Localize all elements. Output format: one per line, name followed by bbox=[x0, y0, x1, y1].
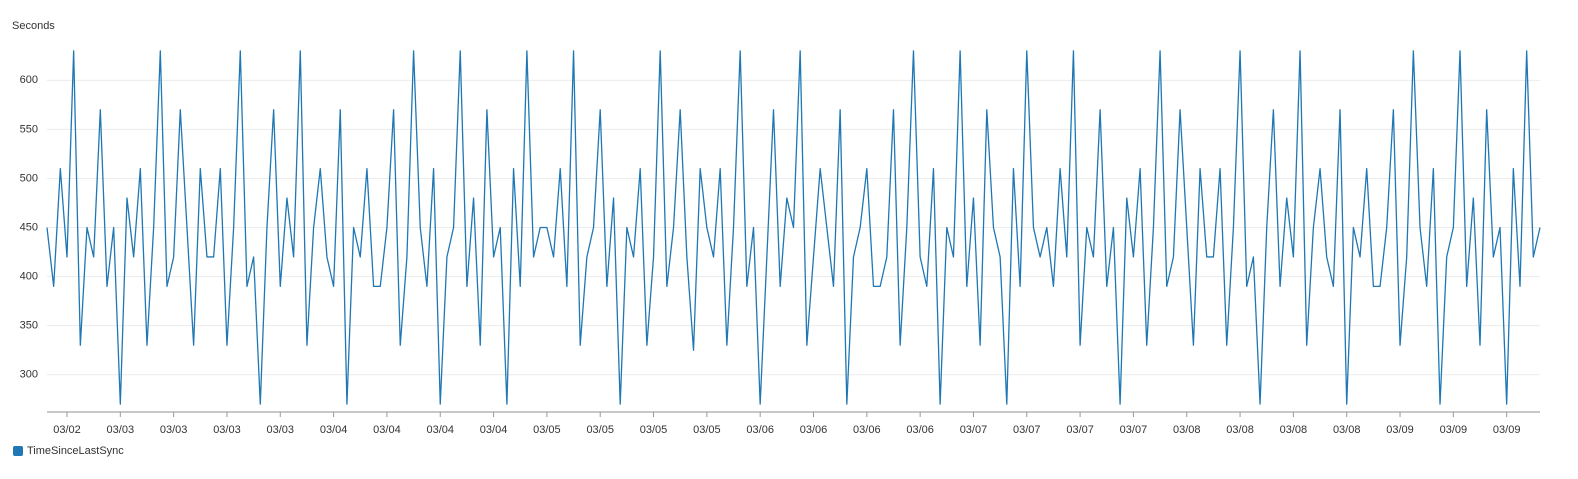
x-tick-label: 03/09 bbox=[1440, 424, 1468, 436]
x-tick-label: 03/05 bbox=[640, 424, 668, 436]
x-tick-label: 03/05 bbox=[586, 424, 614, 436]
line-series bbox=[46, 50, 1541, 405]
x-tick-label: 03/08 bbox=[1333, 424, 1361, 436]
x-tick-label: 03/04 bbox=[480, 424, 508, 436]
y-tick-label: 450 bbox=[20, 221, 38, 233]
x-tick-label: 03/07 bbox=[1120, 424, 1148, 436]
y-tick-label: 550 bbox=[20, 123, 38, 135]
x-tick-label: 03/08 bbox=[1226, 424, 1254, 436]
legend-swatch bbox=[13, 446, 23, 456]
x-tick-label: 03/03 bbox=[213, 424, 241, 436]
x-tick-label: 03/03 bbox=[107, 424, 135, 436]
x-tick-label: 03/09 bbox=[1386, 424, 1414, 436]
x-tick-label: 03/03 bbox=[267, 424, 295, 436]
y-tick-label: 350 bbox=[20, 320, 38, 332]
y-tick-label: 400 bbox=[20, 270, 38, 282]
x-tick-label: 03/07 bbox=[1013, 424, 1041, 436]
x-tick-label: 03/06 bbox=[906, 424, 934, 436]
y-tick-label: 600 bbox=[20, 74, 38, 86]
y-tick-label: 500 bbox=[20, 172, 38, 184]
y-axis-label: Seconds bbox=[12, 20, 55, 32]
x-tick-label: 03/08 bbox=[1173, 424, 1201, 436]
x-tick-label: 03/08 bbox=[1280, 424, 1308, 436]
x-tick-label: 03/06 bbox=[800, 424, 828, 436]
legend-label: TimeSinceLastSync bbox=[27, 445, 124, 457]
x-tick-label: 03/04 bbox=[320, 424, 348, 436]
x-tick-label: 03/05 bbox=[693, 424, 721, 436]
x-tick-label: 03/07 bbox=[960, 424, 988, 436]
x-tick-label: 03/04 bbox=[373, 424, 401, 436]
x-tick-label: 03/04 bbox=[426, 424, 454, 436]
x-tick-label: 03/09 bbox=[1493, 424, 1521, 436]
x-tick-label: 03/05 bbox=[533, 424, 561, 436]
y-tick-label: 300 bbox=[20, 369, 38, 381]
x-tick-label: 03/06 bbox=[853, 424, 881, 436]
x-tick-label: 03/02 bbox=[53, 424, 81, 436]
x-tick-label: 03/07 bbox=[1066, 424, 1094, 436]
x-tick-label: 03/03 bbox=[160, 424, 188, 436]
x-tick-label: 03/06 bbox=[746, 424, 774, 436]
